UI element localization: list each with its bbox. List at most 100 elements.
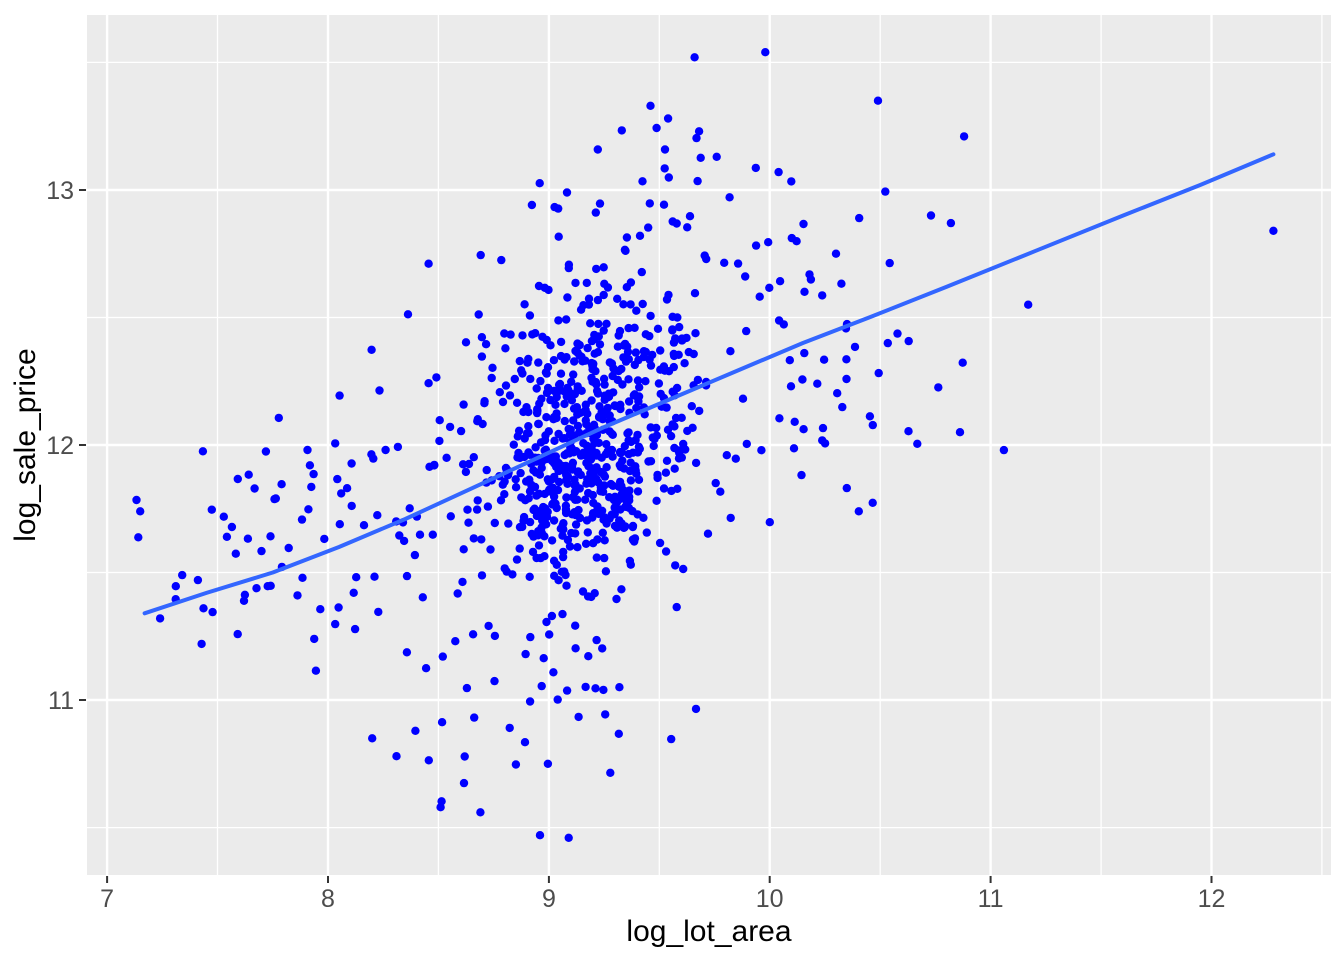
- data-point: [424, 259, 433, 268]
- data-point: [578, 357, 587, 366]
- data-point: [571, 644, 580, 653]
- data-point: [347, 459, 356, 468]
- data-point: [477, 535, 486, 544]
- data-point: [560, 387, 569, 396]
- data-point: [435, 436, 444, 446]
- data-point: [571, 510, 580, 520]
- data-point: [511, 475, 520, 484]
- data-point: [562, 686, 572, 695]
- data-point: [624, 397, 634, 406]
- data-point: [470, 713, 479, 722]
- data-point: [624, 323, 633, 333]
- data-point: [594, 332, 603, 341]
- data-point: [570, 357, 579, 366]
- data-point: [813, 379, 822, 388]
- data-point: [633, 510, 642, 519]
- data-point: [536, 438, 546, 447]
- data-point: [645, 199, 654, 208]
- data-point: [464, 518, 473, 527]
- data-point: [549, 668, 558, 677]
- data-point: [868, 420, 877, 430]
- data-point: [537, 463, 546, 473]
- data-point: [335, 391, 344, 400]
- data-point: [594, 412, 604, 421]
- data-point: [193, 575, 203, 585]
- data-point: [304, 505, 313, 514]
- data-point: [534, 419, 543, 429]
- data-point: [599, 685, 608, 695]
- data-point: [562, 188, 572, 197]
- data-point: [631, 435, 640, 445]
- data-point: [600, 279, 609, 288]
- data-point: [484, 621, 493, 631]
- data-point: [554, 380, 564, 389]
- data-point: [244, 470, 253, 479]
- data-point: [785, 356, 794, 365]
- axis-tick-marks: [79, 189, 1213, 883]
- data-point: [854, 507, 863, 516]
- data-point: [638, 177, 647, 186]
- data-point: [946, 218, 956, 228]
- data-point: [402, 571, 412, 581]
- data-point: [646, 457, 656, 466]
- data-point: [553, 695, 562, 704]
- data-point: [310, 634, 319, 644]
- data-point: [652, 496, 661, 505]
- data-point: [243, 534, 253, 543]
- data-point: [641, 330, 650, 339]
- data-point: [1269, 226, 1278, 235]
- data-point: [531, 443, 540, 452]
- data-point: [661, 468, 671, 477]
- data-point: [544, 427, 553, 436]
- data-point: [621, 246, 630, 255]
- data-point: [574, 712, 583, 722]
- data-point: [415, 530, 425, 539]
- data-point: [669, 338, 679, 347]
- data-point: [524, 422, 533, 431]
- data-point: [559, 547, 568, 557]
- data-point: [565, 430, 575, 439]
- data-point: [644, 223, 653, 232]
- data-point: [592, 264, 601, 274]
- data-point: [818, 423, 828, 433]
- data-point: [252, 584, 261, 593]
- data-point: [508, 570, 517, 579]
- data-point: [613, 342, 623, 351]
- data-point: [399, 536, 409, 546]
- data-point: [532, 507, 542, 517]
- data-point: [583, 528, 592, 537]
- data-point: [512, 398, 522, 407]
- data-point: [367, 345, 376, 354]
- data-point: [543, 507, 552, 516]
- data-point: [532, 384, 541, 393]
- data-point: [458, 460, 468, 469]
- data-point: [331, 439, 340, 448]
- data-point: [819, 355, 829, 364]
- data-point: [570, 487, 580, 497]
- data-point: [579, 439, 588, 448]
- data-point: [598, 644, 607, 653]
- data-point: [576, 451, 586, 460]
- data-point: [621, 502, 630, 511]
- data-point: [526, 374, 535, 384]
- data-point: [584, 652, 593, 661]
- data-point: [459, 778, 469, 788]
- data-point: [393, 442, 403, 452]
- data-point: [568, 465, 577, 474]
- data-point: [337, 489, 346, 498]
- data-point: [751, 241, 761, 250]
- data-point: [592, 635, 601, 645]
- data-point: [462, 683, 472, 693]
- data-point: [525, 572, 534, 581]
- data-point: [798, 375, 807, 384]
- data-point: [483, 502, 493, 511]
- gridlines-major: [87, 15, 1331, 875]
- data-point: [630, 390, 639, 399]
- data-point: [456, 426, 466, 436]
- data-point: [842, 355, 851, 364]
- data-point: [227, 522, 237, 532]
- data-point: [231, 549, 240, 558]
- data-point: [593, 295, 603, 305]
- data-point: [562, 449, 572, 458]
- data-point: [558, 609, 567, 619]
